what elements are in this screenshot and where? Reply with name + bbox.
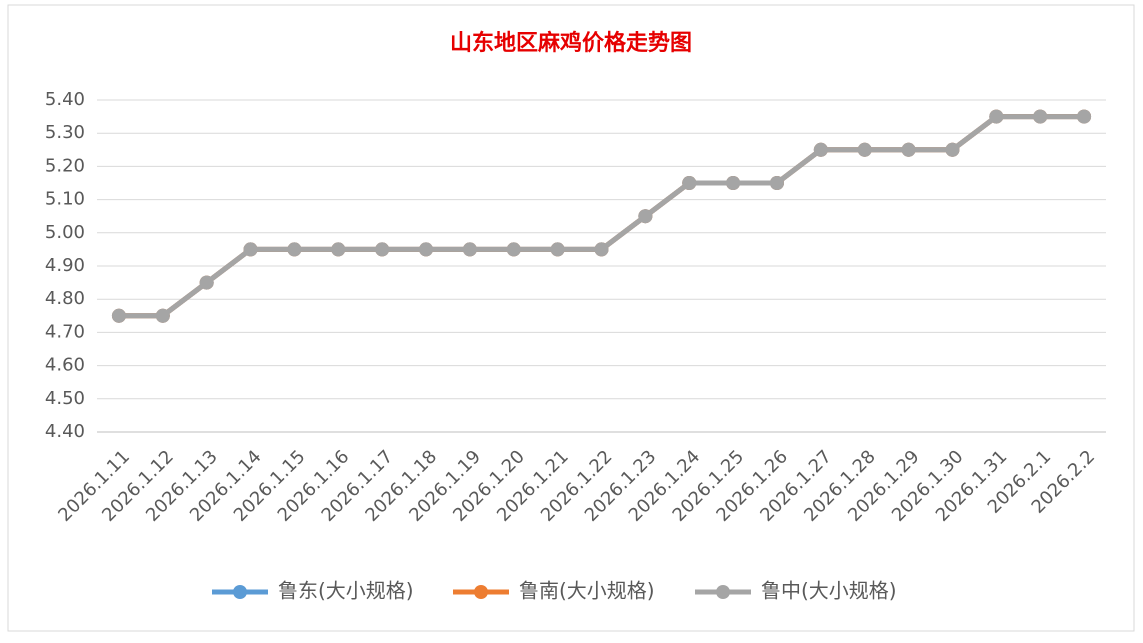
point xyxy=(682,176,697,190)
chart-area xyxy=(7,4,1135,632)
point xyxy=(111,308,126,323)
point xyxy=(462,242,477,257)
y-tick-label: 4.80 xyxy=(45,288,85,309)
point xyxy=(901,142,916,157)
point xyxy=(638,209,653,224)
point xyxy=(989,109,1004,124)
point xyxy=(331,242,346,257)
y-tick-label: 4.60 xyxy=(45,355,85,376)
legend-marker xyxy=(474,585,488,599)
point xyxy=(506,242,521,257)
point xyxy=(1077,109,1092,124)
chart-title: 山东地区麻鸡价格走势图 xyxy=(450,30,692,56)
point xyxy=(155,308,170,323)
y-tick-label: 5.10 xyxy=(45,189,85,210)
legend-marker xyxy=(233,585,247,599)
legend-label: 鲁中(大小规格) xyxy=(761,579,897,603)
y-tick-label: 5.20 xyxy=(45,155,85,176)
y-tick-label: 4.90 xyxy=(45,255,85,276)
point xyxy=(769,176,784,190)
point xyxy=(726,176,741,190)
point xyxy=(419,242,434,257)
y-tick-label: 5.40 xyxy=(45,89,85,110)
point xyxy=(375,242,390,257)
y-tick-label: 5.00 xyxy=(45,222,85,243)
point xyxy=(1033,109,1048,124)
legend-marker xyxy=(716,585,730,599)
point xyxy=(287,242,302,257)
point xyxy=(594,242,609,257)
point xyxy=(813,142,828,157)
y-tick-label: 4.70 xyxy=(45,321,85,342)
point xyxy=(945,142,960,157)
legend-label: 鲁东(大小规格) xyxy=(278,579,414,603)
y-tick-label: 5.30 xyxy=(45,122,85,143)
point xyxy=(243,242,258,257)
legend-label: 鲁南(大小规格) xyxy=(519,579,655,603)
point xyxy=(550,242,565,257)
point xyxy=(857,142,872,157)
y-tick-label: 4.40 xyxy=(45,421,85,442)
point xyxy=(199,275,214,290)
y-tick-label: 4.50 xyxy=(45,388,85,409)
